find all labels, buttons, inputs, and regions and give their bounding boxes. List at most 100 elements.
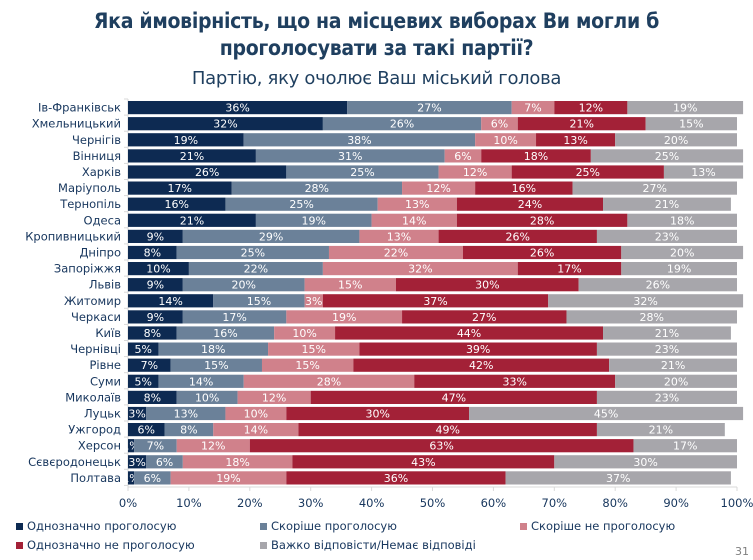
legend-item-definitely-not-vote: Однозначно не проголосую xyxy=(16,538,195,552)
bar-segment xyxy=(128,439,135,453)
data-label: 9% xyxy=(147,279,164,292)
bar-segment xyxy=(286,406,470,421)
bar-segment xyxy=(134,439,177,453)
data-label: 25% xyxy=(241,247,265,260)
bar-segment xyxy=(128,149,256,163)
data-label: 32% xyxy=(633,295,657,308)
bar-segment xyxy=(596,390,737,404)
bar-segment xyxy=(359,342,597,356)
bar-segment xyxy=(188,262,323,276)
bar-segment xyxy=(371,213,457,227)
bar-segment xyxy=(481,117,518,131)
bar-segment xyxy=(596,229,737,243)
category-label: Хмельницький xyxy=(32,117,121,131)
bar-segment xyxy=(517,117,646,131)
data-label: 22% xyxy=(244,263,268,276)
bar-segment xyxy=(596,423,725,437)
category-label: Дніпро xyxy=(79,246,121,260)
data-label: 38% xyxy=(347,134,371,147)
bar-segment xyxy=(444,149,482,163)
bar-segment xyxy=(615,374,737,388)
bar-segment xyxy=(128,455,147,469)
data-label: 9% xyxy=(147,230,164,243)
data-label: 21% xyxy=(655,327,679,340)
legend-label: Важко відповісти/Немає відповіді xyxy=(271,538,476,552)
category-label: Маріуполь xyxy=(58,181,121,195)
data-label: 44% xyxy=(457,327,481,340)
bar-segment xyxy=(158,374,244,388)
bar-segment xyxy=(304,294,323,308)
bar-segment xyxy=(402,310,567,324)
category-label: Полтава xyxy=(70,471,121,485)
x-tick-label: 10% xyxy=(176,496,202,510)
data-label: 22% xyxy=(384,247,408,260)
category-label: Кропивницький xyxy=(25,229,121,243)
bar-segment xyxy=(286,471,506,485)
bar-segment xyxy=(158,342,269,356)
legend-swatch xyxy=(16,522,23,530)
data-label: 19% xyxy=(174,134,198,147)
category-label: Рівне xyxy=(89,358,121,372)
bar-segment xyxy=(322,117,482,131)
data-label: 12% xyxy=(426,182,450,195)
x-tick-label: 20% xyxy=(237,496,263,510)
data-label: 26% xyxy=(506,230,530,243)
data-label: 17% xyxy=(557,263,581,276)
data-label: 28% xyxy=(640,311,664,324)
category-label: Львів xyxy=(89,278,121,292)
category-label: Ужгород xyxy=(68,423,121,437)
data-label: 17% xyxy=(222,311,246,324)
data-label: 8% xyxy=(180,424,197,437)
data-label: 18% xyxy=(201,343,225,356)
legend-swatch xyxy=(16,541,23,549)
x-tick-label: 80% xyxy=(602,496,628,510)
data-label: 15% xyxy=(204,359,228,372)
data-label: 37% xyxy=(606,472,630,485)
data-label: 39% xyxy=(466,343,490,356)
category-label: Ів-Франківськ xyxy=(38,101,121,115)
legend-item-rather-not-vote: Скоріше не проголосую xyxy=(520,519,675,533)
category-label: Чернігів xyxy=(72,133,121,147)
x-tick-label: 0% xyxy=(119,496,137,510)
bar-segment xyxy=(511,101,555,115)
legend-label: Скоріше не проголосую xyxy=(531,519,676,533)
data-label: 23% xyxy=(655,391,679,404)
data-label: 15% xyxy=(679,118,703,131)
bar-segment xyxy=(225,406,287,421)
data-label: 7% xyxy=(147,440,164,453)
bar-segment xyxy=(243,374,415,388)
bar-segment xyxy=(182,278,305,292)
bar-segment xyxy=(255,149,445,163)
data-label: 13% xyxy=(405,198,429,211)
bar-segment xyxy=(304,278,396,292)
bar-segment xyxy=(359,229,439,243)
data-label: 6% xyxy=(491,118,508,131)
data-label: 30% xyxy=(365,408,389,421)
bar-segment xyxy=(475,133,537,147)
data-label: 25% xyxy=(576,166,600,179)
bar-segment xyxy=(517,262,622,276)
bar-segment xyxy=(128,374,159,388)
bar-segment xyxy=(621,245,744,260)
x-tick-label: 90% xyxy=(663,496,689,510)
data-label: 19% xyxy=(332,311,356,324)
bar-segment xyxy=(627,101,744,115)
bar-segment xyxy=(395,278,579,292)
data-label: 28% xyxy=(305,182,329,195)
data-label: 20% xyxy=(664,375,688,388)
bar-segment xyxy=(243,133,476,147)
bar-segment xyxy=(572,181,737,195)
data-label: 12% xyxy=(579,102,603,115)
data-label: 10% xyxy=(146,263,170,276)
bar-segment xyxy=(621,262,737,276)
data-label: 27% xyxy=(472,311,496,324)
bar-segment xyxy=(609,358,737,372)
data-label: 18% xyxy=(670,214,694,227)
data-label: 36% xyxy=(225,102,249,115)
legend-swatch xyxy=(260,522,267,530)
data-label: 26% xyxy=(195,166,219,179)
bar-segment xyxy=(438,165,512,179)
bar-segment xyxy=(249,439,634,453)
data-label: 15% xyxy=(302,343,326,356)
data-label: 25% xyxy=(655,150,679,163)
